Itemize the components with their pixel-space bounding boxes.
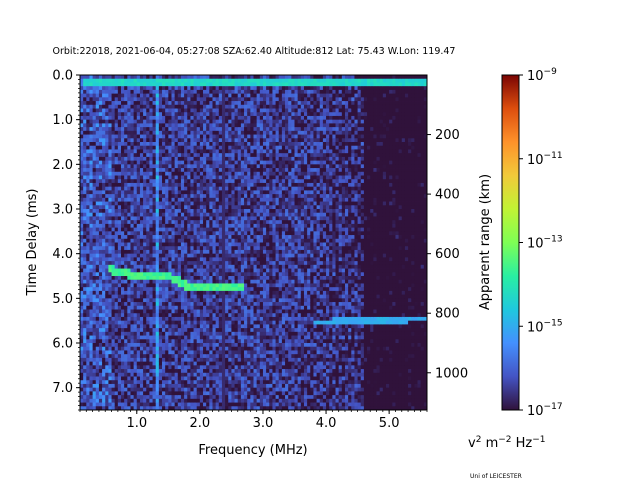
y-tick-label: 0.0 (52, 69, 73, 84)
y2-tick-label: 800 (435, 307, 460, 322)
y2-tick-label: 600 (435, 247, 460, 262)
x-tick-label: 3.0 (253, 416, 274, 431)
ionogram-heatmap (80, 75, 428, 411)
colorbar-tick-label: 10−17 (527, 402, 563, 419)
y-tick-label: 5.0 (52, 292, 73, 307)
chart-title: Orbit:22018, 2021-06-04, 05:27:08 SZA:62… (53, 46, 456, 57)
y-tick-label: 6.0 (52, 337, 73, 352)
y-axis: 0.0 1.0 2.0 3.0 4.0 5.0 6.0 7.0 (52, 69, 80, 411)
plot-frame (79, 74, 428, 411)
y-axis-label: Time Delay (ms) (25, 189, 40, 297)
credit-text: Uni of LEICESTER (470, 473, 522, 480)
y-tick-label: 4.0 (52, 247, 73, 262)
colorbar-tick-label: 10−15 (527, 318, 563, 335)
y2-tick-label: 400 (435, 188, 460, 203)
y-tick-label: 3.0 (52, 203, 73, 218)
y-tick-label: 2.0 (52, 158, 73, 173)
x-axis: 1.0 2.0 3.0 4.0 5.0 (79, 410, 428, 431)
y2-axis: 200 400 600 800 1000 (427, 128, 468, 381)
colorbar-tick-label: 10−13 (527, 235, 563, 252)
x-tick-label: 2.0 (190, 416, 211, 431)
colorbar-unit-label: v2 m−2 Hz−1 (468, 435, 546, 451)
x-axis-label: Frequency (MHz) (198, 443, 307, 458)
x-tick-label: 1.0 (126, 416, 147, 431)
y2-tick-label: 200 (435, 128, 460, 143)
y-tick-label: 7.0 (52, 381, 73, 396)
colorbar-tick-label: 10−9 (527, 67, 557, 84)
x-tick-label: 4.0 (316, 416, 337, 431)
colorbar (501, 74, 520, 411)
x-tick-label: 5.0 (379, 416, 400, 431)
y-tick-label: 1.0 (52, 113, 73, 128)
colorbar-axis: 10−9 10−11 10−13 10−15 10−17 (519, 67, 563, 419)
y2-axis-label: Apparent range (km) (478, 174, 493, 310)
y2-tick-label: 1000 (435, 366, 468, 381)
colorbar-tick-label: 10−11 (527, 151, 563, 168)
